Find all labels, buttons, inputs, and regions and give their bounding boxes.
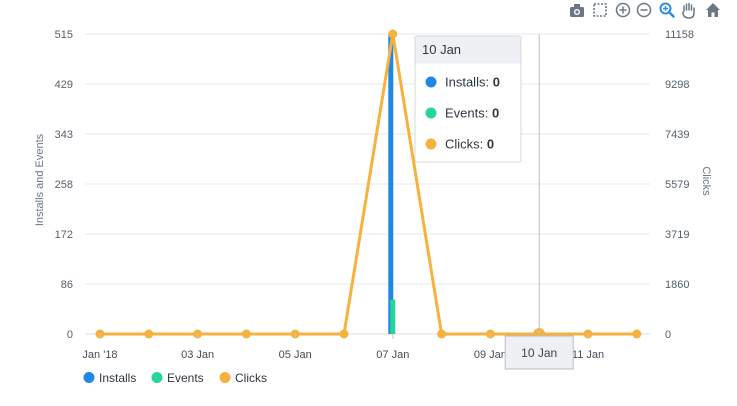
tooltip-row: Clicks: 0 [445, 137, 494, 152]
hover-x-label-box [504, 335, 574, 370]
legend-item-installs[interactable]: Installs [83, 371, 137, 385]
tooltip-swatch [425, 138, 437, 150]
legend-label: Events [167, 371, 204, 385]
y-right-tick-label: 11158 [665, 29, 694, 41]
tooltip-row-name: Installs: [445, 75, 493, 90]
y-axis-right-label: Clicks [700, 166, 712, 196]
y-left-tick-label: 172 [55, 229, 73, 241]
tooltip-row-name: Clicks: [445, 137, 487, 152]
camera-icon[interactable] [568, 1, 586, 19]
y-right-tick-label: 0 [665, 329, 671, 341]
tooltip-row-value: 0 [492, 106, 499, 121]
clicks-line [100, 32, 637, 336]
zoom-out-icon[interactable] [635, 1, 653, 19]
hover-x-axis-label: 10 Jan [504, 335, 574, 370]
pan-hand-icon[interactable] [680, 1, 698, 19]
y-right-tick-label: 9298 [665, 79, 689, 91]
installs-bar[interactable] [388, 34, 394, 334]
clicks-point[interactable] [388, 29, 398, 39]
x-tick-label: 11 Jan [572, 349, 604, 361]
y-left-tick-label: 0 [67, 329, 73, 341]
y-right-tick-label: 7439 [665, 129, 689, 141]
tooltip-swatch [425, 107, 437, 119]
clicks-line-series [95, 29, 642, 340]
x-tick-label: Jan '18 [82, 349, 117, 361]
hover-x-label-text: 10 Jan [521, 346, 557, 360]
y-left-tick-label: 515 [55, 29, 73, 41]
modebar-toolbar [568, 1, 722, 19]
legend-item-clicks[interactable]: Clicks [219, 371, 268, 385]
legend-swatch [219, 372, 231, 383]
clicks-point[interactable] [241, 329, 251, 339]
y-right-tick-label: 3719 [665, 229, 689, 241]
x-axis-ticks: Jan '18 03 Jan 05 Jan 07 Jan 09 Jan 11 Jan [82, 334, 604, 361]
tooltip-row: Events: 0 [445, 106, 499, 121]
events-bar[interactable] [390, 299, 396, 334]
y-right-tick-label: 1860 [665, 279, 689, 291]
tooltip-header [415, 36, 521, 64]
tooltip-box [414, 35, 522, 163]
legend-label: Clicks [235, 371, 267, 385]
y-right-tick-label: 5579 [665, 179, 689, 191]
y-axis-right-ticks: 0 1860 3719 5579 7439 9298 11158 [665, 29, 694, 341]
y-axis-left-ticks: 0 86 172 258 343 429 515 [55, 29, 73, 341]
y-axis-left-label: Installs and Events [34, 133, 46, 226]
tooltip-row-name: Events: [445, 106, 492, 121]
clicks-point[interactable] [339, 329, 349, 339]
home-icon[interactable] [704, 1, 722, 19]
zoom-magnifier-icon[interactable] [658, 1, 676, 19]
bar-series [388, 34, 396, 334]
zoom-in-icon[interactable] [614, 1, 632, 19]
tooltip-row: Installs: 0 [445, 75, 500, 90]
box-select-icon[interactable] [591, 1, 609, 19]
tooltip-swatch [425, 76, 437, 88]
tooltip-row-value: 0 [487, 137, 494, 152]
x-tick-label: 03 Jan [181, 349, 214, 361]
x-tick-label: 05 Jan [279, 349, 312, 361]
clicks-point[interactable] [144, 329, 154, 339]
legend-label: Installs [99, 371, 136, 385]
clicks-point[interactable] [437, 329, 447, 339]
tooltip-row-value: 0 [493, 75, 500, 90]
legend: Installs Events Clicks [83, 371, 268, 385]
y-left-tick-label: 86 [61, 279, 73, 291]
legend-item-events[interactable]: Events [151, 371, 204, 385]
tooltip-title: 10 Jan [422, 42, 461, 57]
y-left-tick-label: 343 [55, 129, 73, 141]
clicks-point[interactable] [632, 329, 642, 339]
y-left-tick-label: 429 [55, 79, 73, 91]
x-tick-label: 09 Jan [474, 349, 507, 361]
y-left-tick-label: 258 [55, 179, 73, 191]
legend-swatch [151, 372, 163, 383]
legend-swatch [83, 372, 95, 383]
grid-lines [85, 33, 650, 335]
x-tick-label: 07 Jan [376, 349, 409, 361]
